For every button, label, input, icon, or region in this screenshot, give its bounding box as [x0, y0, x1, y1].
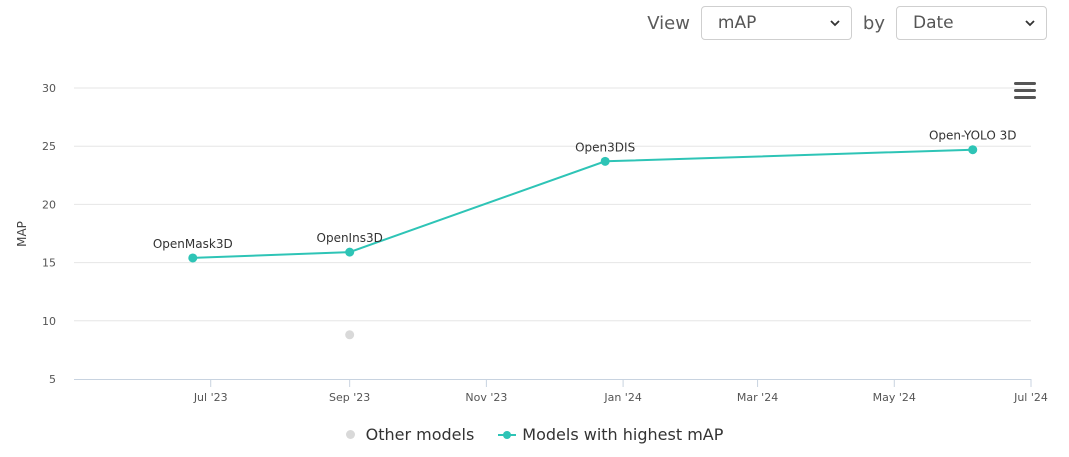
series: OpenMask3D OpenIns3D Open3DIS Open-YOLO 3D	[153, 129, 1016, 340]
chart: 5 10 15 20 25 30 Jul '23 Sep '23 Nov '23 Jan '24 M…	[15, 82, 1048, 404]
data-point-other	[345, 330, 355, 340]
y-tick-label: 25	[42, 140, 56, 153]
data-point-label: Open3DIS	[575, 140, 635, 154]
legend-label-other: Other models	[365, 425, 475, 444]
y-tick-label: 20	[42, 198, 56, 211]
chevron-down-icon	[1025, 20, 1035, 27]
data-point-label: Open-YOLO 3D	[929, 129, 1016, 143]
legend-item-other-models[interactable]: Other models	[345, 425, 475, 444]
metric-select[interactable]: mAP	[700, 6, 852, 40]
y-tick-label: 5	[49, 373, 56, 386]
x-tick-label: Mar '24	[737, 391, 778, 404]
data-point-best	[345, 247, 355, 257]
x-tick-label: Sep '23	[329, 391, 370, 404]
x-tick-label: Nov '23	[465, 391, 507, 404]
y-tick-label: 30	[42, 82, 56, 95]
chart-menu-icon[interactable]	[1014, 82, 1036, 100]
legend: Other models Models with highest mAP	[0, 425, 1069, 444]
chart-controls: View mAP by Date	[647, 6, 1047, 40]
legend-marker-other	[345, 430, 355, 439]
metric-select-value: mAP	[717, 13, 757, 33]
grid-lines	[74, 87, 1031, 322]
x-tick-label: Jan '24	[603, 391, 641, 404]
data-point-best	[968, 145, 978, 155]
y-axis-title: MAP	[15, 221, 29, 247]
axes: 5 10 15 20 25 30 Jul '23 Sep '23 Nov '23 Jan '24 M…	[42, 82, 1048, 404]
legend-item-best-models[interactable]: Models with highest mAP	[498, 425, 723, 444]
view-label: View	[647, 12, 690, 34]
x-tick-label: May '24	[873, 391, 916, 404]
order-select[interactable]: Date	[896, 6, 1047, 40]
legend-label-best: Models with highest mAP	[522, 425, 724, 444]
chevron-down-icon	[830, 20, 840, 27]
data-point-best	[188, 253, 198, 263]
by-label: by	[862, 12, 885, 34]
order-select-value: Date	[913, 13, 954, 33]
data-point-label: OpenIns3D	[317, 231, 383, 245]
x-tick-label: Jul '23	[193, 391, 228, 404]
y-tick-label: 15	[42, 257, 56, 270]
data-point-best	[600, 156, 610, 166]
x-tick-label: Jul '24	[1013, 391, 1048, 404]
data-point-label: OpenMask3D	[153, 237, 233, 251]
legend-marker-best	[498, 430, 517, 439]
y-tick-label: 10	[42, 315, 56, 328]
series-line-best	[192, 148, 973, 259]
